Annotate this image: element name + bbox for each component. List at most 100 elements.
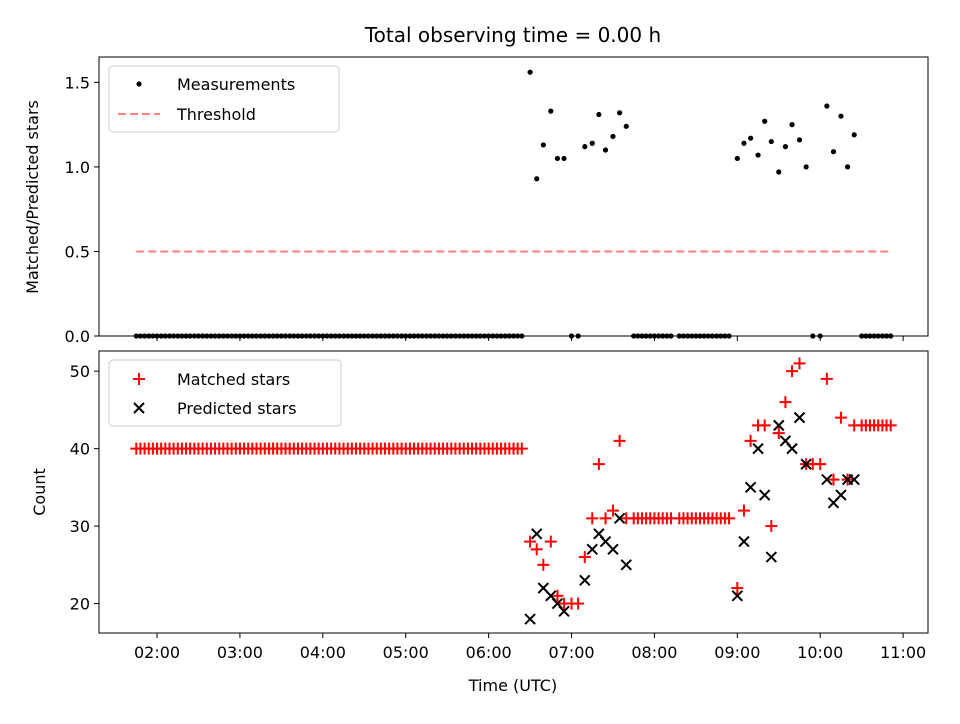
predicted-stars-point xyxy=(738,535,750,548)
measurements-point xyxy=(617,110,623,116)
matched-stars-point xyxy=(613,434,626,447)
matched-stars-point xyxy=(551,589,564,602)
bottom-legend: Matched stars Predicted stars xyxy=(108,359,342,427)
measurements-point xyxy=(796,137,803,143)
matched-stars-point xyxy=(530,543,543,556)
measurements-point xyxy=(540,142,546,148)
matched-stars-point xyxy=(744,434,757,447)
matched-stars-point xyxy=(586,512,599,525)
top-legend-box xyxy=(108,65,340,133)
bottom-xtick-label: 06:00 xyxy=(466,643,512,662)
bottom-xtick-label: 07:00 xyxy=(548,643,594,662)
top-legend: Measurements Threshold xyxy=(108,65,340,133)
top-x-ticks xyxy=(156,336,904,341)
matched-stars-point xyxy=(544,535,557,548)
measurements-point xyxy=(803,164,809,170)
top-ytick-label: 1.5 xyxy=(65,73,90,92)
matched-stars-point xyxy=(578,551,591,564)
top-ytick-label: 1.0 xyxy=(65,158,90,177)
matched-stars-point xyxy=(572,597,585,610)
top-y-ticks: 0.0 0.5 1.0 1.5 xyxy=(65,73,99,346)
top-axes-frame xyxy=(98,56,929,337)
predicted-stars-point xyxy=(786,442,798,455)
chart-title: Total observing time = 0.00 h xyxy=(364,23,661,47)
bottom-x-ticks: 02:00 03:00 04:00 05:00 06:00 07:00 08:00 09:00… xyxy=(134,633,926,662)
measurements-point xyxy=(782,144,789,150)
predicted-stars-point xyxy=(821,473,833,486)
matched-stars-point xyxy=(758,419,771,432)
predicted-stars-point xyxy=(613,512,626,525)
bottom-axes-frame xyxy=(98,350,929,634)
matched-stars-point xyxy=(537,558,550,571)
measurements-point xyxy=(589,140,595,146)
top-ytick-label: 0.0 xyxy=(65,327,90,346)
matched-stars-point xyxy=(723,512,736,525)
measurements-point xyxy=(741,140,747,146)
measurements-point xyxy=(623,123,629,129)
top-y-axis-label: Matched/Predicted stars xyxy=(23,100,42,294)
measurements-point xyxy=(610,133,616,140)
measurements-point xyxy=(789,122,795,128)
predicted-stars-point xyxy=(800,458,812,470)
bottom-xtick-label: 09:00 xyxy=(714,643,760,662)
matched-stars-point xyxy=(820,372,833,385)
matched-stars-point xyxy=(765,520,778,533)
measurements-point xyxy=(844,164,851,170)
legend-matched-label: Matched stars xyxy=(177,370,290,389)
predicted-stars-point xyxy=(835,489,847,501)
matched-stars-point xyxy=(827,473,840,486)
measurements-point xyxy=(734,155,740,162)
predicted-stars-point xyxy=(793,411,806,424)
bottom-xtick-label: 05:00 xyxy=(383,643,429,662)
x-axis-label: Time (UTC) xyxy=(468,676,557,695)
measurements-point xyxy=(776,169,782,175)
matched-stars-point xyxy=(515,442,528,455)
bottom-ytick-label: 20 xyxy=(70,595,90,614)
bottom-xtick-label: 02:00 xyxy=(134,643,180,662)
bottom-xtick-label: 03:00 xyxy=(217,643,263,662)
measurements-point xyxy=(755,152,761,158)
measurements-point xyxy=(838,113,844,119)
bottom-xtick-label: 10:00 xyxy=(797,643,843,662)
measurements-point xyxy=(747,135,754,141)
matched-stars-point xyxy=(884,419,897,432)
measurements-point xyxy=(830,149,837,155)
predicted-stars-point xyxy=(558,605,570,618)
legend-measurements-label: Measurements xyxy=(177,75,295,94)
measurements-point xyxy=(762,118,768,124)
matched-stars-point xyxy=(592,458,605,471)
legend-measurements-marker xyxy=(136,81,142,87)
bottom-xtick-label: 08:00 xyxy=(631,643,677,662)
measurements-point xyxy=(582,144,588,150)
predicted-stars-point xyxy=(607,543,619,556)
bottom-ytick-label: 30 xyxy=(70,517,90,536)
measurements-point xyxy=(554,155,561,162)
bottom-ytick-label: 40 xyxy=(70,440,90,459)
predicted-stars-point xyxy=(758,489,771,501)
measurements-point xyxy=(768,138,774,145)
measurements-point xyxy=(548,108,554,114)
bottom-xtick-label: 04:00 xyxy=(300,643,346,662)
bottom-xtick-label: 11:00 xyxy=(880,643,926,662)
matched-stars-point xyxy=(737,504,750,517)
measurements-point xyxy=(851,132,857,138)
measurements-point xyxy=(596,111,602,118)
predicted-stars-point xyxy=(531,528,543,540)
legend-predicted-marker xyxy=(133,402,145,414)
matched-stars-point xyxy=(524,535,537,548)
matched-stars-point xyxy=(772,427,785,440)
measurements-point xyxy=(824,103,830,109)
matched-stars-point xyxy=(834,411,847,424)
predicted-stars-point xyxy=(620,559,632,571)
matched-stars-point xyxy=(814,458,827,471)
predicted-stars-point xyxy=(524,613,536,625)
top-ytick-label: 0.5 xyxy=(65,242,90,261)
measurements-point xyxy=(602,147,609,153)
predicted-stars-point xyxy=(765,551,778,563)
bottom-legend-box xyxy=(108,359,342,427)
predicted-stars-point xyxy=(848,473,860,486)
bottom-plot-area xyxy=(130,357,897,625)
predicted-stars-point xyxy=(752,442,764,455)
bottom-y-axis-label: Count xyxy=(30,468,49,516)
